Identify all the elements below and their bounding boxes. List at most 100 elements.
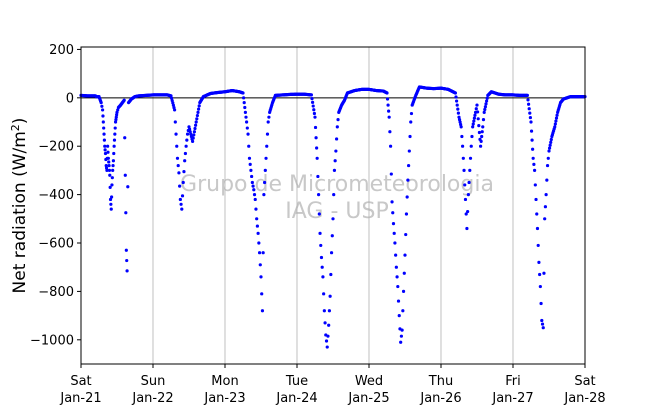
data-point (404, 232, 408, 237)
data-point (241, 91, 245, 95)
data-point (390, 200, 394, 204)
data-point (534, 197, 538, 202)
data-point (482, 110, 486, 114)
data-point (535, 226, 540, 231)
data-point (332, 193, 336, 197)
data-point (401, 289, 406, 293)
data-point (481, 125, 485, 129)
data-point (173, 108, 177, 112)
data-point (264, 156, 268, 160)
data-point (328, 294, 332, 298)
data-point (310, 97, 314, 101)
data-point (527, 102, 531, 106)
data-point (250, 180, 254, 185)
data-point (399, 334, 403, 338)
data-point (197, 107, 201, 111)
data-point (483, 105, 487, 109)
data-point (112, 138, 117, 142)
data-point (112, 144, 116, 148)
data-point (453, 91, 457, 95)
data-point (396, 284, 400, 289)
data-point (454, 95, 458, 99)
data-point (108, 197, 113, 202)
data-point (540, 322, 545, 326)
data-point (540, 318, 544, 323)
data-point (402, 271, 406, 275)
data-point (243, 110, 247, 114)
data-point (463, 183, 467, 187)
data-point (316, 174, 320, 179)
data-point (321, 275, 325, 279)
data-point (315, 146, 319, 150)
data-point (475, 103, 479, 107)
data-point (333, 159, 337, 163)
data-point (123, 173, 127, 177)
data-point (322, 292, 326, 296)
data-point (553, 122, 557, 126)
y-tick-label: −800 (38, 285, 74, 300)
data-point (457, 118, 462, 122)
data-point (114, 118, 118, 122)
data-point (124, 248, 128, 252)
data-point (327, 309, 331, 313)
x-tick-day-label: Sat (70, 374, 91, 389)
data-point (387, 115, 391, 119)
x-tick-date-label: Jan-23 (203, 391, 245, 406)
data-point (388, 130, 392, 134)
x-tick-date-label: Jan-27 (491, 391, 533, 406)
data-point (531, 147, 535, 151)
x-tick-day-label: Sat (574, 374, 595, 389)
data-point (391, 211, 395, 215)
data-point (104, 166, 109, 170)
data-point (320, 265, 324, 269)
data-point (470, 134, 474, 139)
data-point (471, 122, 475, 126)
data-point (178, 197, 182, 202)
data-point (180, 207, 184, 211)
data-point (481, 118, 486, 122)
data-point (107, 160, 111, 164)
data-point (455, 103, 459, 107)
data-point (183, 151, 187, 156)
data-point (111, 163, 115, 168)
data-point (468, 168, 472, 173)
data-point (529, 129, 534, 133)
data-point (385, 91, 389, 95)
data-point (267, 115, 271, 119)
data-point (182, 170, 186, 174)
data-point (392, 231, 396, 235)
data-point (257, 251, 262, 255)
data-point (554, 116, 559, 120)
data-point (113, 126, 117, 130)
grid (81, 47, 585, 364)
data-point (483, 107, 487, 112)
data-point (543, 217, 547, 221)
data-point (115, 113, 119, 117)
data-point (394, 253, 398, 257)
data-point (396, 299, 401, 303)
data-point (110, 183, 114, 187)
data-point (108, 185, 112, 189)
data-point (255, 217, 259, 221)
data-point (107, 168, 112, 173)
data-point (122, 98, 126, 102)
data-point (191, 136, 195, 140)
data-point (479, 139, 483, 143)
data-point (545, 178, 549, 182)
data-point (106, 156, 110, 160)
data-point (327, 323, 331, 327)
data-point (192, 133, 196, 137)
data-point (455, 99, 459, 103)
data-point (527, 107, 531, 111)
data-point (191, 139, 195, 143)
data-point (110, 195, 114, 199)
data-point (545, 163, 550, 168)
data-point (103, 148, 107, 152)
data-point (246, 132, 250, 136)
axes: 200 0 −200 −400 −600 −800 −1000 Sat Jan-21 Sun Jan… (9, 43, 606, 406)
y-tick-label: −600 (38, 237, 74, 252)
data-point (477, 124, 481, 128)
data-point (409, 111, 414, 116)
data-point (549, 137, 553, 142)
